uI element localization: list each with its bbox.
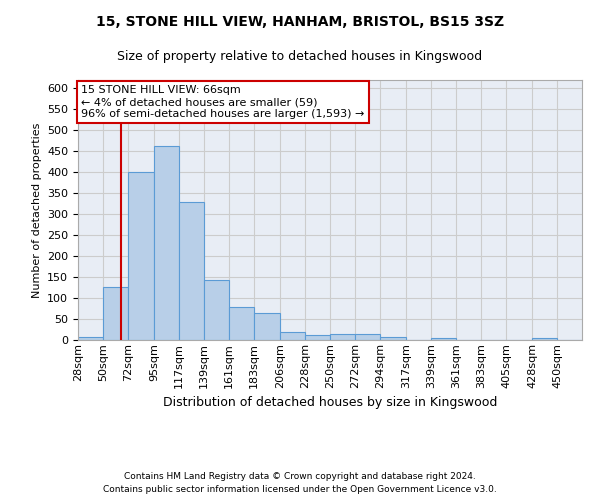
Text: 15, STONE HILL VIEW, HANHAM, BRISTOL, BS15 3SZ: 15, STONE HILL VIEW, HANHAM, BRISTOL, BS… (96, 15, 504, 29)
Bar (103, 286, 128, 340)
Bar (305, 336, 330, 340)
Bar (78, 336, 103, 340)
Text: Size of property relative to detached houses in Kingswood: Size of property relative to detached ho… (118, 50, 482, 63)
Bar (280, 332, 305, 340)
Bar (330, 334, 355, 340)
X-axis label: Distribution of detached houses by size in Kingswood: Distribution of detached houses by size … (163, 396, 497, 409)
Bar (154, 146, 179, 340)
Bar (229, 307, 254, 340)
Bar (204, 280, 229, 340)
Text: 15 STONE HILL VIEW: 66sqm
← 4% of detached houses are smaller (59)
96% of semi-d: 15 STONE HILL VIEW: 66sqm ← 4% of detach… (82, 86, 365, 118)
Text: Contains public sector information licensed under the Open Government Licence v3: Contains public sector information licen… (103, 484, 497, 494)
Bar (254, 312, 280, 340)
Bar (532, 338, 557, 340)
Bar (179, 202, 204, 340)
Bar (128, 172, 154, 340)
Text: Contains HM Land Registry data © Crown copyright and database right 2024.: Contains HM Land Registry data © Crown c… (124, 472, 476, 481)
Bar (431, 338, 456, 340)
Bar (380, 337, 406, 340)
Bar (355, 334, 380, 340)
Y-axis label: Number of detached properties: Number of detached properties (32, 122, 41, 298)
